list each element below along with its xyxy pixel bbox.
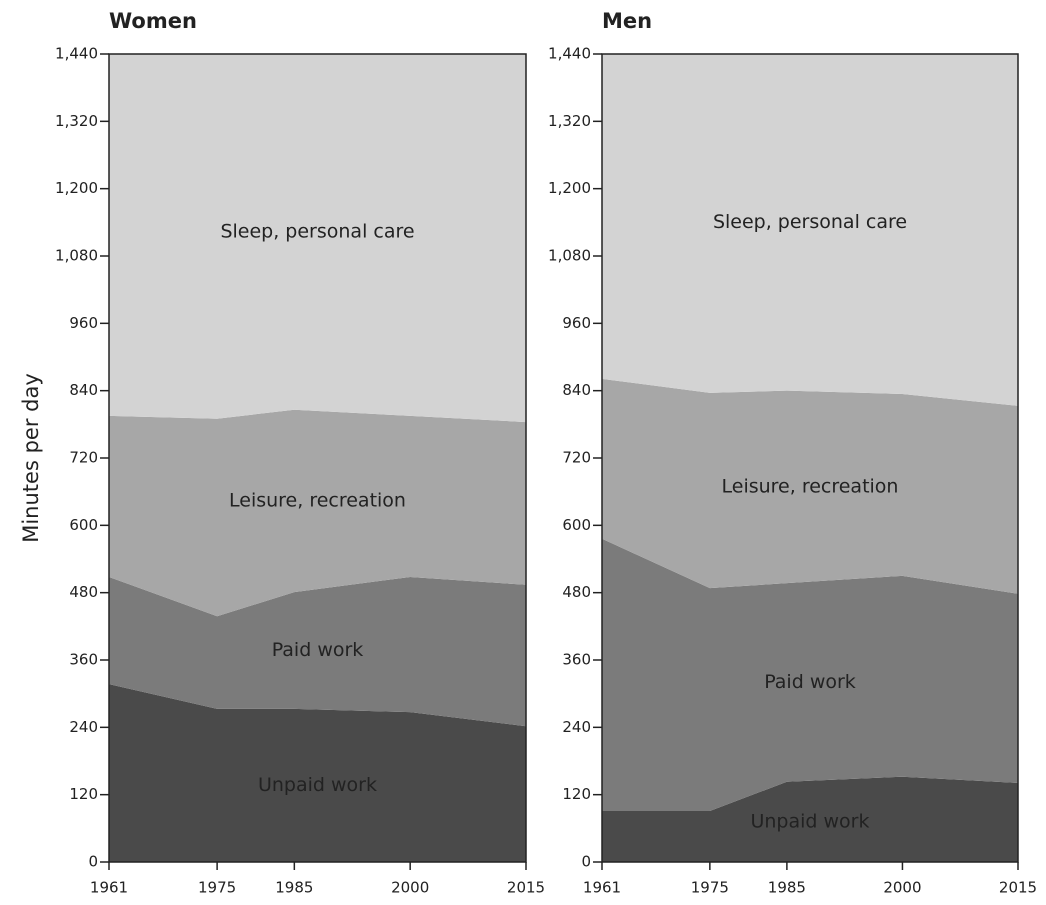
area-label: Paid work	[272, 639, 364, 661]
area	[602, 538, 1018, 811]
y-tick-label: 240	[562, 718, 591, 736]
x-tick-label: 2000	[883, 879, 921, 897]
y-tick-label: 480	[562, 583, 591, 601]
area	[109, 684, 526, 862]
x-tick-label: 1975	[198, 879, 236, 897]
y-tick-label: 240	[69, 718, 98, 736]
x-tick-label: 1985	[768, 879, 806, 897]
y-tick-label: 840	[562, 381, 591, 399]
y-tick-label: 480	[69, 583, 98, 601]
y-tick-label: 1,440	[55, 45, 98, 63]
y-tick-label: 0	[88, 853, 98, 871]
area	[109, 54, 526, 423]
y-tick-label: 1,320	[55, 112, 98, 130]
y-tick-label: 360	[562, 651, 591, 669]
area	[109, 409, 526, 617]
x-tick-label: 1985	[275, 879, 313, 897]
area	[602, 776, 1018, 862]
x-tick-label: 2015	[999, 879, 1037, 897]
y-tick-label: 1,440	[548, 45, 591, 63]
y-tick-label: 960	[69, 314, 98, 332]
y-tick-label: 1,200	[548, 179, 591, 197]
y-tick-label: 720	[562, 449, 591, 467]
area-label: Sleep, personal care	[713, 211, 907, 233]
chart-title: Women	[109, 9, 197, 33]
x-tick-label: 2015	[507, 879, 545, 897]
y-tick-label: 1,080	[548, 247, 591, 265]
area	[109, 576, 526, 727]
y-tick-label: 120	[562, 785, 591, 803]
area-label: Sleep, personal care	[220, 220, 414, 242]
y-tick-label: 1,200	[55, 179, 98, 197]
area-label: Paid work	[764, 671, 856, 693]
x-tick-label: 1961	[90, 879, 128, 897]
x-tick-label: 1961	[583, 879, 621, 897]
y-tick-label: 1,320	[548, 112, 591, 130]
y-tick-label: 840	[69, 381, 98, 399]
y-tick-label: 600	[562, 516, 591, 534]
x-tick-label: 1975	[691, 879, 729, 897]
y-tick-label: 720	[69, 449, 98, 467]
area-label: Leisure, recreation	[722, 475, 899, 497]
area-label: Unpaid work	[750, 810, 869, 832]
area	[602, 54, 1018, 406]
y-axis-label: Minutes per day	[19, 373, 43, 543]
y-tick-label: 120	[69, 785, 98, 803]
y-tick-label: 360	[69, 651, 98, 669]
area-label: Leisure, recreation	[229, 489, 406, 511]
y-tick-label: 1,080	[55, 247, 98, 265]
chart-title: Men	[602, 9, 652, 33]
y-tick-label: 600	[69, 516, 98, 534]
x-tick-label: 2000	[391, 879, 429, 897]
area	[602, 378, 1018, 594]
y-tick-label: 960	[562, 314, 591, 332]
area-label: Unpaid work	[258, 774, 377, 796]
y-tick-label: 0	[581, 853, 591, 871]
